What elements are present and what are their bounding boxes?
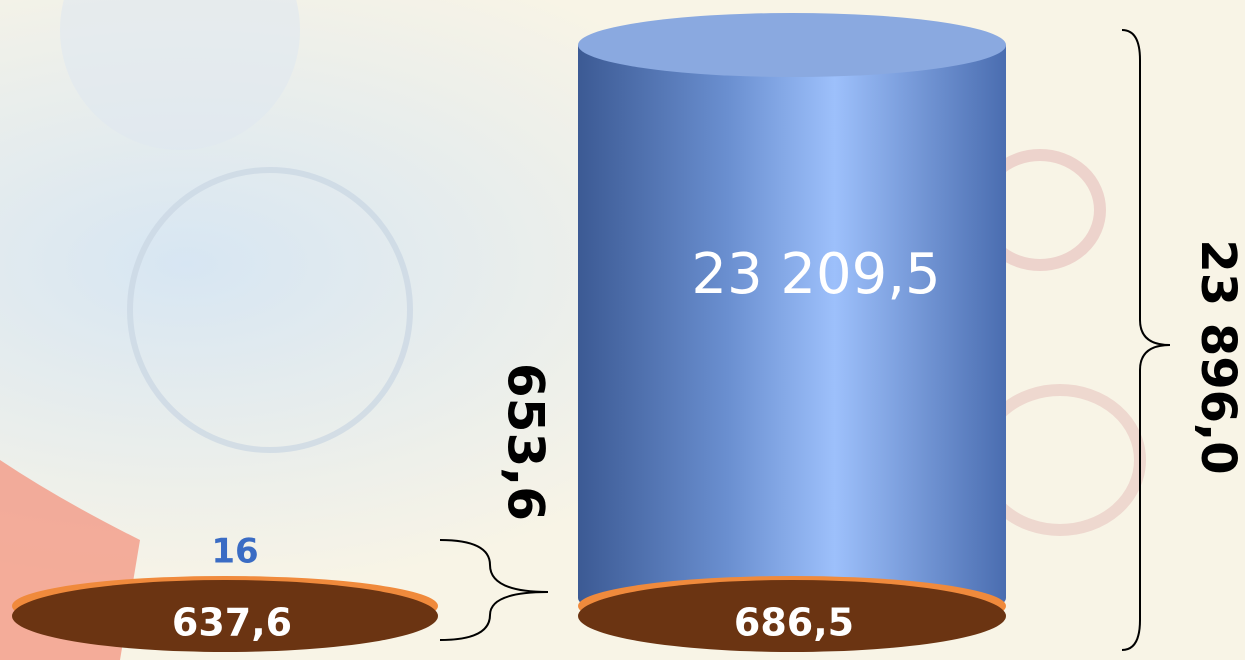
brace	[439, 539, 549, 641]
total-label: 653,6	[497, 363, 555, 521]
brace	[1121, 29, 1171, 651]
total-label: 23 896,0	[1190, 239, 1245, 474]
base-label: 637,6	[172, 601, 292, 645]
base-label: 686,5	[734, 601, 854, 645]
cylinder	[578, 45, 1006, 628]
disk	[12, 580, 438, 652]
cylinder-top	[578, 13, 1006, 77]
disk	[578, 580, 1006, 652]
coin-decoration	[60, 0, 300, 150]
top-label: 16	[211, 532, 258, 572]
cylinder-label: 23 209,5	[691, 242, 940, 307]
coin-decoration	[127, 167, 413, 453]
